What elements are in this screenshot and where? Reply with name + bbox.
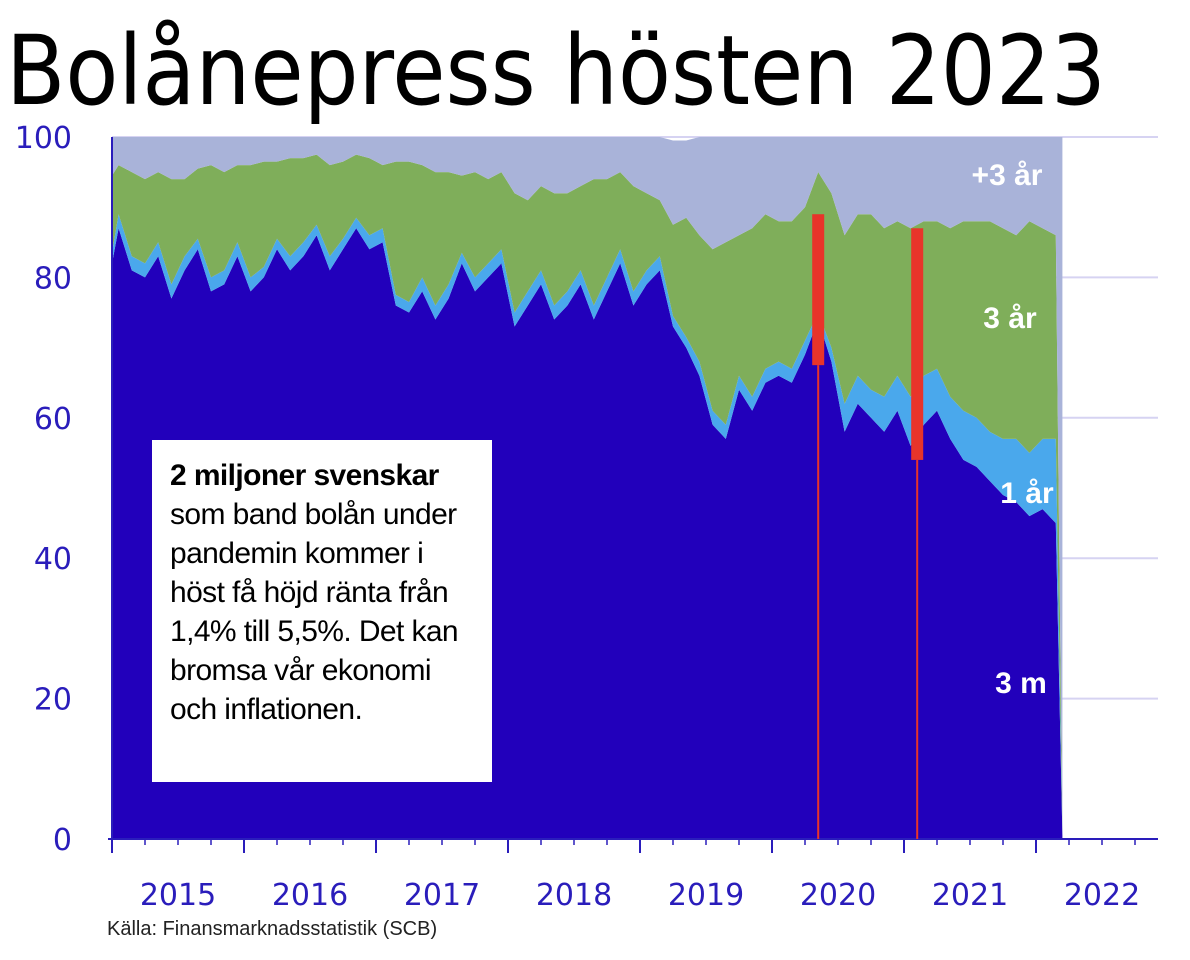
y-tick-label: 100 [15,121,72,156]
annotation-line: 1,4% till 5,5%. Det kan [170,615,459,648]
series-label: 3 m [995,667,1047,700]
annotation-heading: 2 miljoner svenskar [170,459,439,492]
annotation-line: bromsa vår ekonomi [170,654,432,687]
annotation-line: höst få höjd ränta från [170,576,449,609]
series-labels: +3 år 3 år 1 år 3 m [972,159,1054,700]
axes: 0 20 40 60 80 100 2015 2016 2017 2018 2019 2020 2021… [15,121,1158,913]
series-label: +3 år [972,159,1043,192]
annotation-line: pandemin kommer i [170,537,424,570]
markers [812,214,924,839]
annotation-box: 2 miljoner svenskar som band bolån under… [152,440,492,782]
y-tick-label: 60 [34,402,72,437]
x-tick-label: 2022 [1064,878,1140,913]
area-series [112,154,1063,834]
x-tick-label: 2015 [140,878,216,913]
area-series [112,214,1063,836]
chart-title: Bolånepress hösten 2023 [6,15,1106,127]
annotation-line: och inflationen. [170,693,363,726]
marker-bar [911,228,924,460]
x-tick-label: 2018 [536,878,612,913]
area-series [112,137,1063,832]
series-label: 1 år [1000,477,1054,510]
series-label: 3 år [983,302,1037,335]
x-tick-label: 2020 [800,878,876,913]
x-tick-label: 2017 [404,878,480,913]
annotation-line: som band bolån under [170,498,457,531]
y-tick-label: 80 [34,261,72,296]
x-tick-label: 2019 [668,878,744,913]
x-tick-label: 2021 [932,878,1008,913]
source-note: Källa: Finansmarknadsstatistik (SCB) [107,918,437,940]
y-tick-label: 40 [34,542,72,577]
y-tick-label: 20 [34,683,72,718]
x-tick-label: 2016 [272,878,348,913]
marker-bar [812,214,825,366]
y-tick-label: 0 [53,823,72,858]
